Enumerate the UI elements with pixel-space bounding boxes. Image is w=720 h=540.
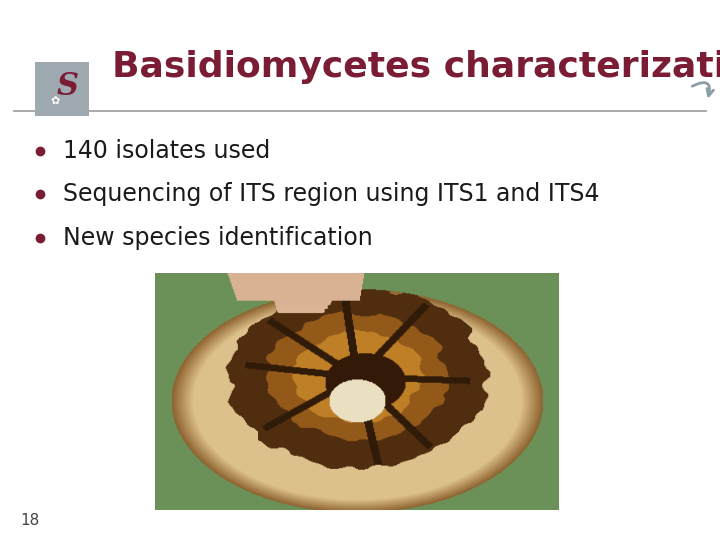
Text: S: S (57, 71, 79, 102)
Text: New species identification: New species identification (63, 226, 372, 249)
FancyBboxPatch shape (35, 62, 89, 116)
Text: 18: 18 (20, 513, 40, 528)
FancyArrowPatch shape (692, 83, 714, 96)
Text: ✿: ✿ (50, 96, 60, 106)
Text: 140 isolates used: 140 isolates used (63, 139, 270, 163)
Text: Sequencing of ITS region using ITS1 and ITS4: Sequencing of ITS region using ITS1 and … (63, 183, 599, 206)
Text: Basidiomycetes characterization: Basidiomycetes characterization (112, 51, 720, 84)
